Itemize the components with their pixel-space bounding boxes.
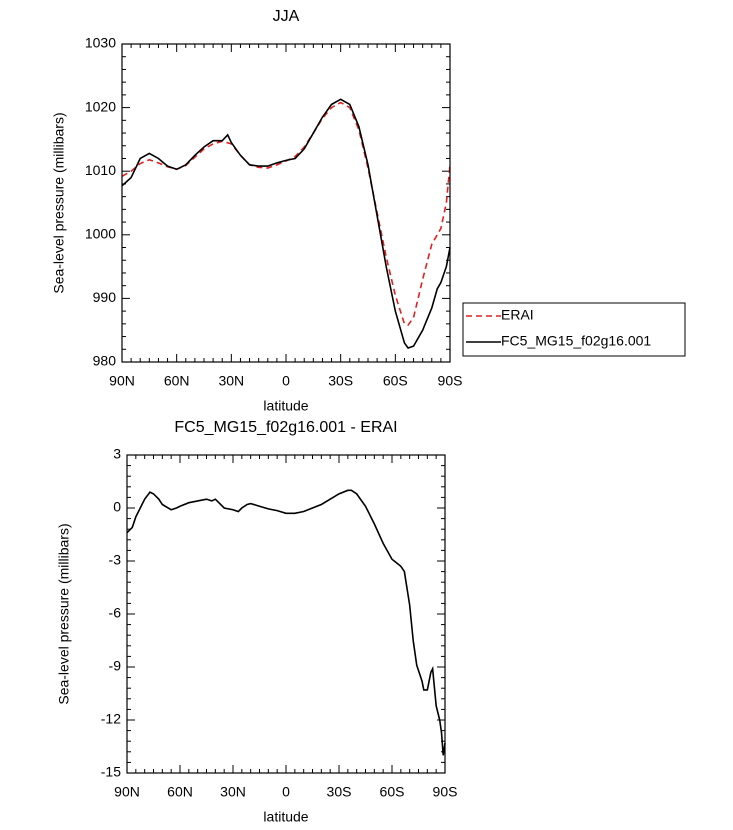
x-tick-label: 0 (282, 784, 290, 800)
y-tick-label: 1030 (85, 35, 116, 51)
x-tick-label: 60S (380, 784, 405, 800)
line-series (121, 101, 451, 327)
y-tick-label: -3 (109, 552, 122, 568)
legend-box (462, 302, 686, 357)
chart-title: JJA (273, 8, 300, 25)
x-tick-label: 30S (327, 784, 352, 800)
x-tick-label: 30N (220, 784, 246, 800)
x-tick-label: 0 (282, 373, 290, 389)
x-tick-label: 30S (328, 373, 353, 389)
y-tick-label: 980 (93, 353, 117, 369)
legend-label: FC5_MG15_f02g16.001 (501, 333, 651, 349)
y-tick-label: -15 (101, 764, 121, 780)
y-tick-label: 1010 (85, 162, 116, 178)
x-tick-label: 60N (164, 373, 190, 389)
x-tick-label: 60S (383, 373, 408, 389)
y-axis-label: Sea-level pressure (millibars) (56, 523, 72, 704)
y-axis-label: Sea-level pressure (millibars) (51, 112, 67, 293)
y-tick-label: 3 (113, 446, 121, 462)
line-series (126, 489, 446, 756)
y-tick-label: -9 (109, 658, 122, 674)
x-tick-label: 90N (109, 373, 135, 389)
x-tick-label: 90S (433, 784, 458, 800)
y-tick-label: 1000 (85, 226, 116, 242)
y-tick-label: 0 (113, 499, 121, 515)
plot-frame (126, 454, 446, 774)
y-tick-label: 1020 (85, 98, 116, 114)
line-series (121, 98, 451, 349)
x-tick-label: 30N (218, 373, 244, 389)
x-tick-label: 90N (114, 784, 140, 800)
y-tick-label: 990 (93, 289, 117, 305)
x-tick-label: 90S (438, 373, 463, 389)
x-axis-label: latitude (263, 398, 308, 414)
plot-frame (121, 43, 451, 363)
y-tick-label: -6 (109, 605, 122, 621)
y-tick-label: -12 (101, 711, 121, 727)
chart-title: FC5_MG15_f02g16.001 - ERAI (174, 419, 397, 436)
x-axis-label: latitude (263, 809, 308, 825)
legend-label: ERAI (501, 307, 534, 323)
x-tick-label: 60N (167, 784, 193, 800)
